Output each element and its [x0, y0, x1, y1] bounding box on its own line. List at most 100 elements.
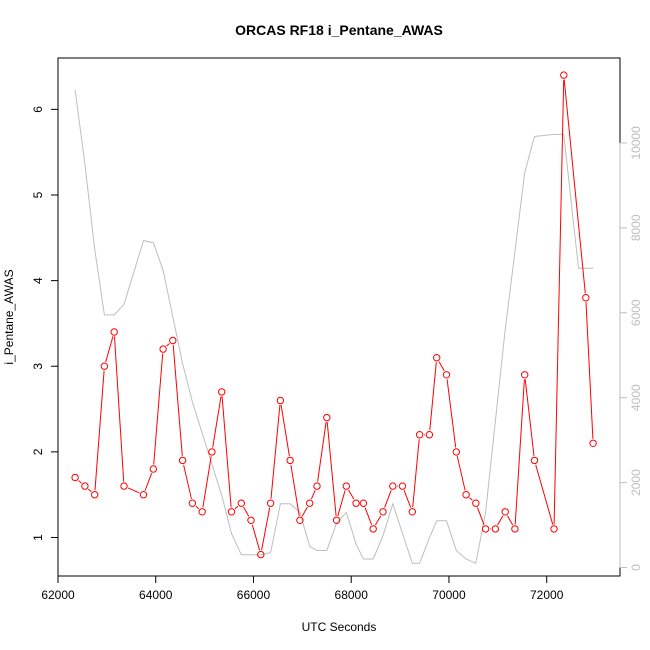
x-axis-label: UTC Seconds [302, 620, 377, 634]
primary-series-segment [105, 336, 114, 363]
y2-axis: 0 2000 4000 6000 8000 10000 [619, 126, 643, 571]
data-point [81, 482, 89, 490]
primary-series-segment [535, 464, 554, 525]
primary-series-segment [127, 487, 140, 494]
data-point [589, 439, 597, 447]
data-point [159, 345, 167, 353]
primary-series-segment [270, 404, 281, 499]
primary-series-segment [438, 361, 445, 372]
primary-series-segment [243, 506, 250, 517]
primary-series-layer [71, 71, 597, 559]
data-point [257, 550, 265, 559]
primary-series-segment [429, 362, 437, 431]
y-axis-label: i_Pentane_AWAS [2, 269, 16, 364]
primary-series-segment [563, 79, 586, 294]
data-point [442, 371, 451, 379]
primary-series-segment [310, 490, 316, 500]
data-point [169, 336, 177, 345]
data-point [208, 448, 216, 456]
data-point [369, 525, 377, 533]
primary-series-segment [195, 505, 200, 510]
primary-series-segment [172, 344, 183, 456]
primary-series-segment [506, 515, 514, 526]
primary-series-segment [384, 490, 392, 508]
y2-tick-label: 6000 [629, 299, 643, 326]
secondary-series-layer [74, 89, 594, 565]
y-tick-label: 5 [31, 191, 45, 198]
primary-series-segment [364, 507, 373, 525]
primary-series-segment [476, 507, 485, 525]
primary-series-segment [317, 422, 327, 482]
secondary-series-line [74, 89, 594, 565]
data-point [462, 491, 470, 499]
data-point [352, 499, 360, 507]
data-point [389, 482, 397, 490]
data-point [332, 516, 341, 524]
data-point [582, 294, 590, 302]
data-point [110, 328, 118, 336]
primary-series-segment [553, 79, 565, 525]
data-point [342, 482, 350, 490]
y-tick-label: 6 [31, 106, 45, 113]
x-tick-label: 68000 [335, 588, 369, 602]
primary-series-segment [87, 488, 92, 493]
data-point [560, 71, 568, 79]
primary-series-segment [183, 464, 192, 499]
data-point [491, 525, 500, 533]
data-point [433, 354, 441, 362]
y-tick-label: 3 [31, 363, 45, 370]
y2-tick-label: 10000 [629, 126, 643, 160]
data-point [481, 525, 490, 533]
data-point [237, 499, 246, 507]
x-tick-label: 64000 [139, 588, 173, 602]
y-axis: 1 2 3 4 5 6 [31, 106, 59, 541]
data-point [472, 499, 480, 507]
data-point [188, 499, 197, 507]
primary-series-segment [514, 379, 525, 525]
primary-series-segment [524, 379, 535, 456]
chart-title: ORCAS RF18 i_Pentane_AWAS [235, 22, 443, 38]
y-tick-label: 4 [31, 277, 45, 284]
primary-series-segment [585, 302, 594, 439]
y2-tick-label: 4000 [629, 384, 643, 411]
data-point [511, 525, 519, 533]
data-point [550, 525, 558, 533]
primary-series-segment [374, 515, 382, 526]
primary-series-segment [153, 353, 164, 465]
data-point [296, 516, 304, 524]
primary-series-segment [221, 396, 232, 508]
data-point [379, 508, 387, 516]
data-point [198, 508, 206, 516]
primary-series-segment [403, 490, 412, 508]
primary-series-segment [337, 490, 346, 517]
data-point [71, 473, 79, 482]
primary-series-segment [251, 524, 261, 551]
primary-series-segment [114, 336, 125, 482]
data-point [178, 456, 187, 465]
y2-tick-label: 2000 [629, 469, 643, 496]
y2-tick-label: 8000 [629, 214, 643, 241]
primary-series-segment [326, 422, 337, 516]
data-point [398, 482, 407, 490]
data-point [139, 491, 148, 499]
data-point [266, 499, 275, 507]
data-point [91, 491, 99, 499]
data-point [218, 388, 226, 396]
data-point [276, 396, 285, 405]
primary-series-segment [446, 379, 457, 448]
primary-series-segment [144, 473, 153, 491]
data-point [100, 362, 109, 370]
primary-series-segment [261, 507, 271, 551]
primary-series-segment [234, 505, 239, 510]
x-axis: 62000 64000 66000 68000 70000 72000 [41, 575, 564, 602]
primary-series-segment [212, 396, 222, 448]
data-point [408, 508, 416, 516]
primary-series-segment [202, 456, 212, 508]
primary-series-segment [280, 404, 290, 457]
primary-series-segment [497, 515, 504, 526]
data-point [313, 482, 321, 490]
data-point [501, 508, 509, 516]
y-tick-label: 1 [31, 534, 45, 541]
data-point [247, 516, 255, 524]
